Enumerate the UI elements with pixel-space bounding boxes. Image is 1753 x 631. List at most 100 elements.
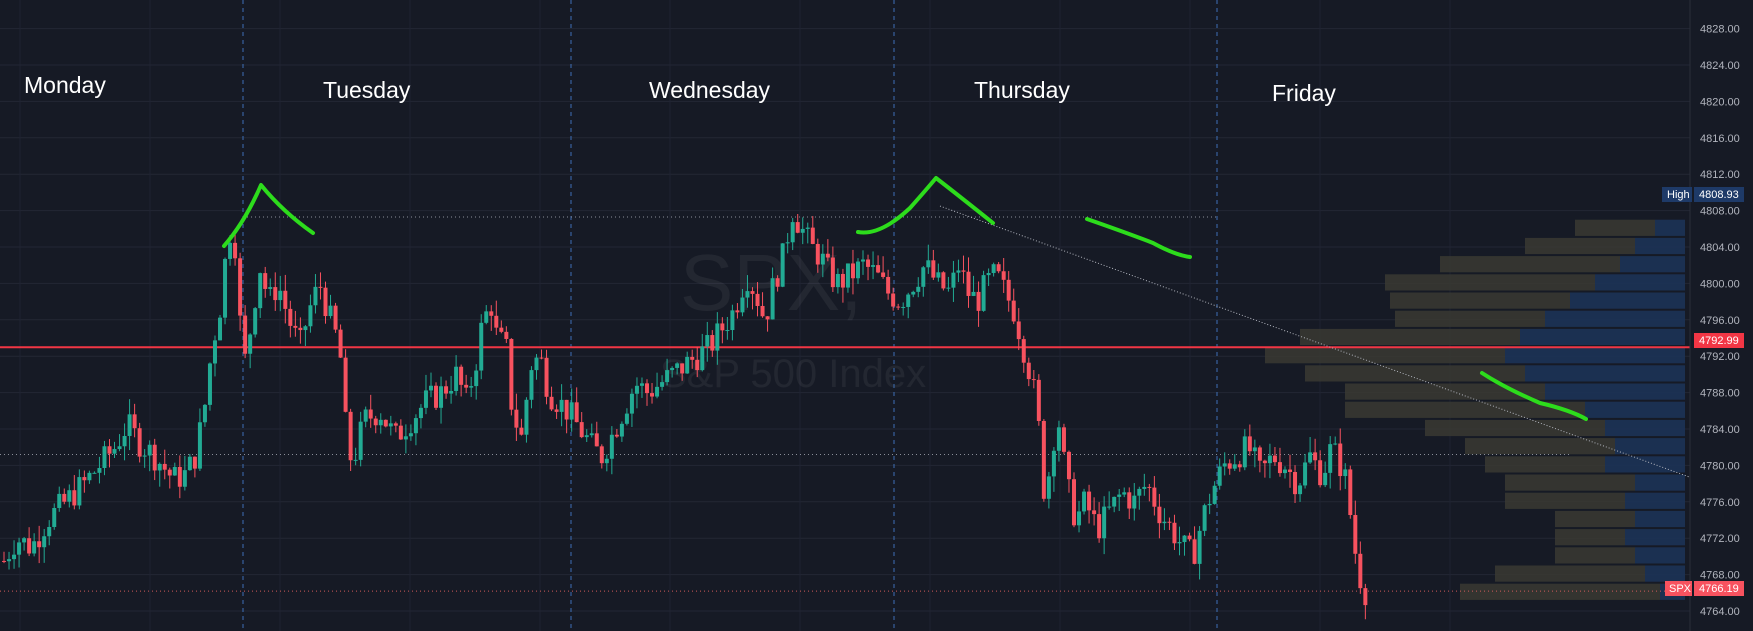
candle-body-up (971, 291, 976, 296)
candle-body-up (353, 459, 358, 461)
candle-body-down (1338, 443, 1343, 477)
candle-body-up (142, 455, 147, 457)
candle-body-up (87, 472, 92, 481)
day-label-tuesday: Tuesday (323, 77, 411, 103)
candle-body-up (780, 243, 785, 287)
candle-body-up (47, 526, 52, 537)
candle-body-down (1257, 447, 1262, 461)
candle-body-up (428, 385, 433, 391)
volume-profile-bar-blue (1595, 274, 1685, 291)
candle-body-up (278, 290, 283, 301)
candle-body-down (1227, 463, 1232, 469)
candle-body-up (529, 370, 534, 400)
volume-profile-bar-gray (1390, 292, 1570, 309)
candle-body-down (1147, 486, 1152, 488)
candles (2, 213, 1368, 620)
last-badge-value-bg (1694, 581, 1744, 596)
candle-body-up (202, 404, 207, 423)
candle-body-up (408, 433, 413, 437)
candle-body-up (363, 409, 368, 422)
volume-profile-bar-gray (1555, 510, 1635, 528)
high-badge-value-bg (1694, 187, 1744, 202)
candle-body-down (348, 411, 353, 461)
candle-body-down (519, 427, 524, 435)
candle-body-up (388, 423, 393, 427)
candle-body-up (469, 386, 474, 388)
candle-body-up (639, 383, 644, 386)
candle-body-up (926, 260, 931, 268)
volume-profile-bar-gray (1345, 401, 1585, 418)
candle-body-up (956, 270, 961, 273)
candle-body-down (795, 222, 800, 233)
candle-body-down (1167, 521, 1172, 523)
candle-body-down (509, 338, 514, 410)
volume-profile-bar-blue (1635, 547, 1685, 564)
candle-body-up (1207, 503, 1212, 506)
volume-profile-bar-blue (1520, 328, 1685, 346)
y-tick-label: 4780.00 (1700, 460, 1740, 472)
candle-body-up (157, 463, 162, 471)
candle-body-up (685, 356, 690, 374)
candle-body-up (253, 308, 258, 335)
candle-body-up (715, 323, 720, 351)
volume-profile-bar-blue (1635, 510, 1685, 528)
candle-body-up (182, 470, 187, 487)
y-tick-label: 4776.00 (1700, 497, 1740, 509)
candle-body-down (37, 541, 42, 548)
candle-body-down (810, 227, 815, 244)
volume-profile-bar-gray (1460, 583, 1660, 600)
candle-body-down (27, 538, 32, 554)
candle-body-down (298, 327, 303, 331)
candle-body-up (730, 310, 735, 331)
candle-body-up (1132, 495, 1137, 509)
candle-body-down (544, 357, 549, 397)
candle-body-up (57, 493, 62, 508)
candle-body-down (815, 243, 820, 265)
candle-body-down (238, 258, 243, 316)
candle-body-down (1026, 362, 1031, 380)
candle-body-up (112, 449, 117, 454)
candle-body-up (228, 242, 233, 259)
candle-body-up (619, 423, 624, 437)
high-badge-label: High (1667, 189, 1690, 201)
candle-body-down (564, 399, 569, 420)
candle-body-up (1232, 464, 1237, 469)
candle-body-down (514, 409, 519, 428)
price-axis[interactable]: 4828.00 4824.00 4820.00 4816.00 4812.00 4808.… (1689, 0, 1753, 631)
volume-profile-bar-blue (1585, 401, 1685, 418)
candle-body-up (413, 418, 418, 434)
candle-body-up (991, 264, 996, 274)
candle-body-up (1082, 491, 1087, 512)
volume-profile-bar-gray (1440, 256, 1620, 273)
candle-body-down (1011, 300, 1016, 322)
volume-profile-bar-blue (1570, 292, 1685, 309)
candle-body-up (845, 263, 850, 288)
volume-profile-bar-gray (1505, 492, 1625, 509)
candle-body-up (1328, 444, 1333, 473)
candle-body-up (1308, 452, 1313, 463)
candle-body-up (624, 413, 629, 424)
candle-body-up (1117, 494, 1122, 497)
candle-body-down (1363, 588, 1368, 606)
day-label-wednesday: Wednesday (649, 77, 771, 103)
candle-body-up (986, 273, 991, 276)
green-annotation-arc (222, 183, 315, 248)
candle-body-down (1358, 553, 1363, 589)
candle-body-down (840, 273, 845, 288)
candle-body-up (1051, 450, 1056, 477)
y-tick-label: 4796.00 (1700, 315, 1740, 327)
candle-body-down (444, 386, 449, 394)
candle-body-up (1333, 443, 1338, 445)
candle-body-up (1217, 466, 1222, 486)
candle-body-up (328, 305, 333, 317)
y-tick-label: 4828.00 (1700, 24, 1740, 36)
annotations (222, 176, 1588, 421)
candle-body-up (901, 306, 906, 308)
candle-body-up (745, 291, 750, 298)
candle-body-down (1262, 460, 1267, 464)
candle-body-down (1016, 321, 1021, 340)
candle-body-up (1077, 511, 1082, 526)
candle-body-down (1061, 427, 1066, 452)
candle-body-down (283, 290, 288, 309)
